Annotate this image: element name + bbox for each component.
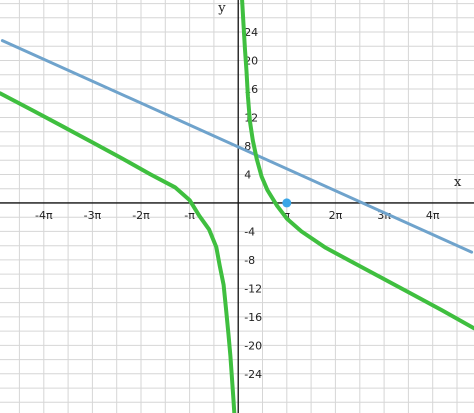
y-tick-label: -24 bbox=[244, 368, 262, 381]
x-tick-label: 4π bbox=[426, 209, 440, 222]
y-tick-label: -8 bbox=[244, 254, 255, 267]
y-tick-label: 8 bbox=[244, 140, 251, 153]
x-tick-label: π bbox=[283, 209, 290, 222]
y-tick-label: -4 bbox=[244, 225, 255, 238]
y-tick-label: 4 bbox=[244, 169, 251, 182]
marked-points bbox=[282, 198, 292, 208]
x-axis-label: x bbox=[454, 175, 462, 190]
marked-point bbox=[282, 198, 292, 208]
line-series bbox=[0, 39, 474, 254]
y-tick-label: -20 bbox=[244, 339, 262, 352]
y-tick-label: -12 bbox=[244, 282, 262, 295]
tick-labels: -4π -3π -2π -π π 2π 3π 4π2420161284-4-8-12-16-2… bbox=[35, 26, 440, 381]
y-tick-label: -16 bbox=[244, 311, 262, 324]
curve-series-1 bbox=[0, 91, 237, 413]
x-tick-label: -2π bbox=[132, 209, 150, 222]
x-tick-label: -3π bbox=[84, 209, 102, 222]
curve-series-2 bbox=[240, 0, 474, 331]
y-tick-label: 24 bbox=[244, 26, 258, 39]
x-tick-label: 2π bbox=[329, 209, 343, 222]
x-tick-label: -π bbox=[184, 209, 195, 222]
x-tick-label: -4π bbox=[35, 209, 53, 222]
y-axis-label: y bbox=[217, 1, 226, 16]
